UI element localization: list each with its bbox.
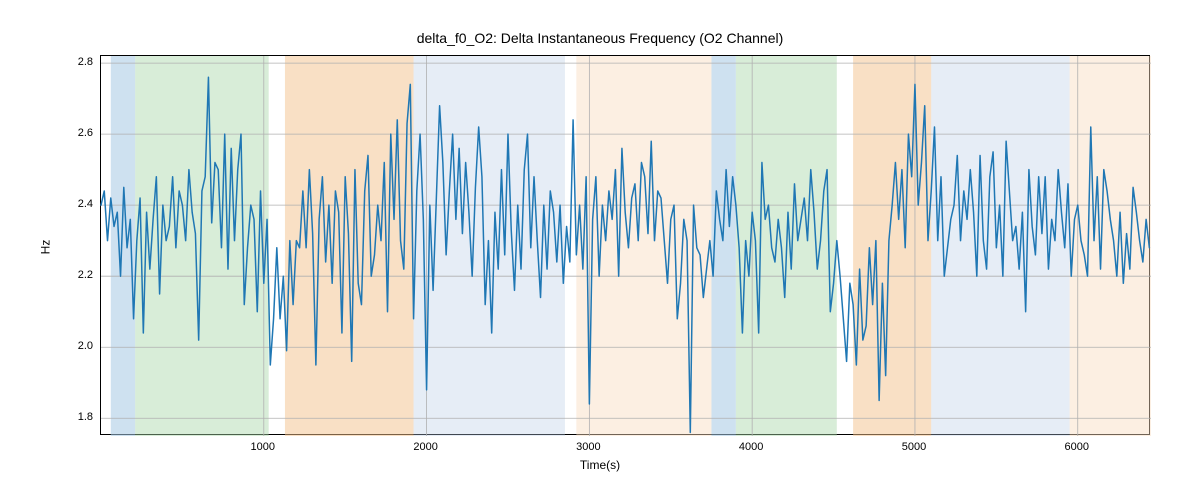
x-tick-label: 4000 [739, 441, 763, 453]
plot-svg [101, 56, 1151, 436]
shaded-region [135, 56, 268, 436]
y-tick-label: 2.2 [65, 269, 93, 281]
y-tick-label: 2.6 [65, 127, 93, 139]
plot-area [100, 55, 1150, 435]
y-axis-label: Hz [38, 240, 52, 255]
y-tick-label: 2.4 [65, 198, 93, 210]
y-tick-label: 2.0 [65, 340, 93, 352]
shaded-region [931, 56, 1069, 436]
x-axis-label: Time(s) [0, 458, 1200, 472]
x-tick-label: 2000 [413, 441, 437, 453]
x-tick-label: 5000 [902, 441, 926, 453]
x-tick-label: 3000 [576, 441, 600, 453]
x-tick-label: 6000 [1064, 441, 1088, 453]
y-tick-label: 1.8 [65, 411, 93, 423]
chart-title: delta_f0_O2: Delta Instantaneous Frequen… [0, 30, 1200, 46]
shaded-region [853, 56, 931, 436]
shaded-region [711, 56, 735, 436]
y-tick-label: 2.8 [65, 56, 93, 68]
chart-container: delta_f0_O2: Delta Instantaneous Frequen… [0, 0, 1200, 500]
x-tick-label: 1000 [251, 441, 275, 453]
